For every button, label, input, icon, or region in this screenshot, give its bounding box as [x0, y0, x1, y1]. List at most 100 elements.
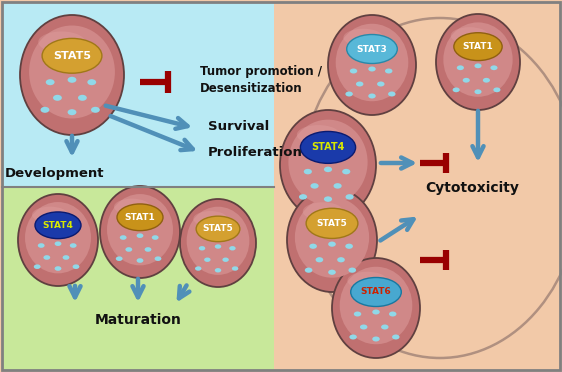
Ellipse shape [316, 257, 323, 262]
Ellipse shape [347, 35, 397, 64]
Ellipse shape [70, 243, 76, 248]
Ellipse shape [368, 67, 376, 71]
Ellipse shape [137, 233, 143, 238]
Ellipse shape [454, 33, 502, 61]
Ellipse shape [91, 107, 100, 113]
Ellipse shape [324, 167, 332, 172]
Ellipse shape [306, 208, 358, 238]
Ellipse shape [215, 268, 221, 272]
Ellipse shape [388, 92, 396, 96]
Ellipse shape [18, 194, 98, 286]
Ellipse shape [288, 120, 368, 205]
Ellipse shape [137, 258, 143, 263]
Ellipse shape [297, 125, 340, 144]
Ellipse shape [25, 202, 91, 273]
Ellipse shape [72, 264, 79, 269]
Ellipse shape [328, 241, 336, 247]
Ellipse shape [389, 311, 396, 317]
Ellipse shape [356, 81, 364, 87]
Ellipse shape [117, 204, 163, 231]
Ellipse shape [87, 79, 96, 85]
Text: Proliferation: Proliferation [208, 147, 303, 160]
Ellipse shape [55, 241, 61, 246]
Ellipse shape [29, 26, 115, 119]
Ellipse shape [107, 194, 173, 265]
Ellipse shape [195, 266, 201, 271]
Text: STAT5: STAT5 [53, 51, 91, 61]
Text: Survival: Survival [208, 121, 269, 134]
Ellipse shape [347, 272, 387, 289]
Ellipse shape [443, 22, 513, 97]
Ellipse shape [332, 258, 420, 358]
Text: Tumor promotion /
Desensitization: Tumor promotion / Desensitization [200, 65, 322, 94]
Ellipse shape [34, 264, 40, 269]
Text: STAT5: STAT5 [316, 219, 347, 228]
Ellipse shape [229, 246, 235, 250]
Ellipse shape [368, 93, 376, 99]
Ellipse shape [187, 207, 250, 275]
Ellipse shape [300, 18, 562, 358]
Ellipse shape [346, 92, 353, 96]
Text: Development: Development [5, 167, 105, 180]
Ellipse shape [351, 278, 401, 307]
Ellipse shape [295, 197, 369, 278]
Ellipse shape [324, 196, 332, 202]
Ellipse shape [280, 110, 376, 220]
Ellipse shape [310, 183, 319, 189]
Ellipse shape [392, 334, 400, 340]
Ellipse shape [232, 266, 238, 271]
Ellipse shape [372, 310, 380, 314]
Ellipse shape [42, 38, 102, 73]
Bar [2, 187, 274, 370]
Ellipse shape [38, 32, 85, 52]
Ellipse shape [152, 235, 158, 240]
Text: STAT5: STAT5 [203, 224, 233, 233]
Ellipse shape [299, 194, 307, 200]
Ellipse shape [196, 216, 240, 242]
Ellipse shape [350, 334, 357, 340]
Text: STAT1: STAT1 [125, 213, 155, 222]
Ellipse shape [354, 311, 361, 317]
Ellipse shape [309, 244, 317, 249]
Ellipse shape [180, 199, 256, 287]
Ellipse shape [474, 64, 482, 68]
Ellipse shape [336, 24, 409, 101]
Ellipse shape [193, 211, 228, 227]
Ellipse shape [204, 257, 211, 262]
Ellipse shape [333, 183, 342, 189]
Ellipse shape [55, 266, 61, 271]
Bar [2, 187, 274, 370]
Ellipse shape [463, 78, 470, 83]
Bar [2, 2, 274, 187]
Ellipse shape [328, 15, 416, 115]
Ellipse shape [301, 131, 356, 163]
Text: STAT4: STAT4 [311, 142, 345, 153]
Ellipse shape [125, 247, 132, 252]
Ellipse shape [348, 267, 356, 273]
Ellipse shape [339, 267, 413, 344]
Ellipse shape [474, 89, 482, 94]
Ellipse shape [43, 255, 50, 260]
Ellipse shape [100, 186, 180, 278]
Text: Cytotoxicity: Cytotoxicity [425, 181, 519, 195]
Ellipse shape [114, 199, 150, 215]
Ellipse shape [67, 109, 76, 115]
Ellipse shape [303, 169, 312, 174]
Ellipse shape [46, 79, 55, 85]
Bar [2, 2, 274, 187]
Ellipse shape [385, 68, 392, 74]
Ellipse shape [372, 337, 380, 341]
Ellipse shape [452, 87, 460, 92]
Ellipse shape [377, 81, 384, 87]
Ellipse shape [215, 244, 221, 249]
Ellipse shape [381, 324, 388, 330]
Ellipse shape [493, 87, 501, 92]
Ellipse shape [144, 247, 151, 252]
Ellipse shape [67, 77, 76, 83]
Ellipse shape [40, 107, 49, 113]
Ellipse shape [350, 68, 357, 74]
Ellipse shape [342, 169, 350, 174]
Text: STAT6: STAT6 [361, 288, 391, 296]
Ellipse shape [32, 207, 68, 223]
Ellipse shape [483, 78, 490, 83]
